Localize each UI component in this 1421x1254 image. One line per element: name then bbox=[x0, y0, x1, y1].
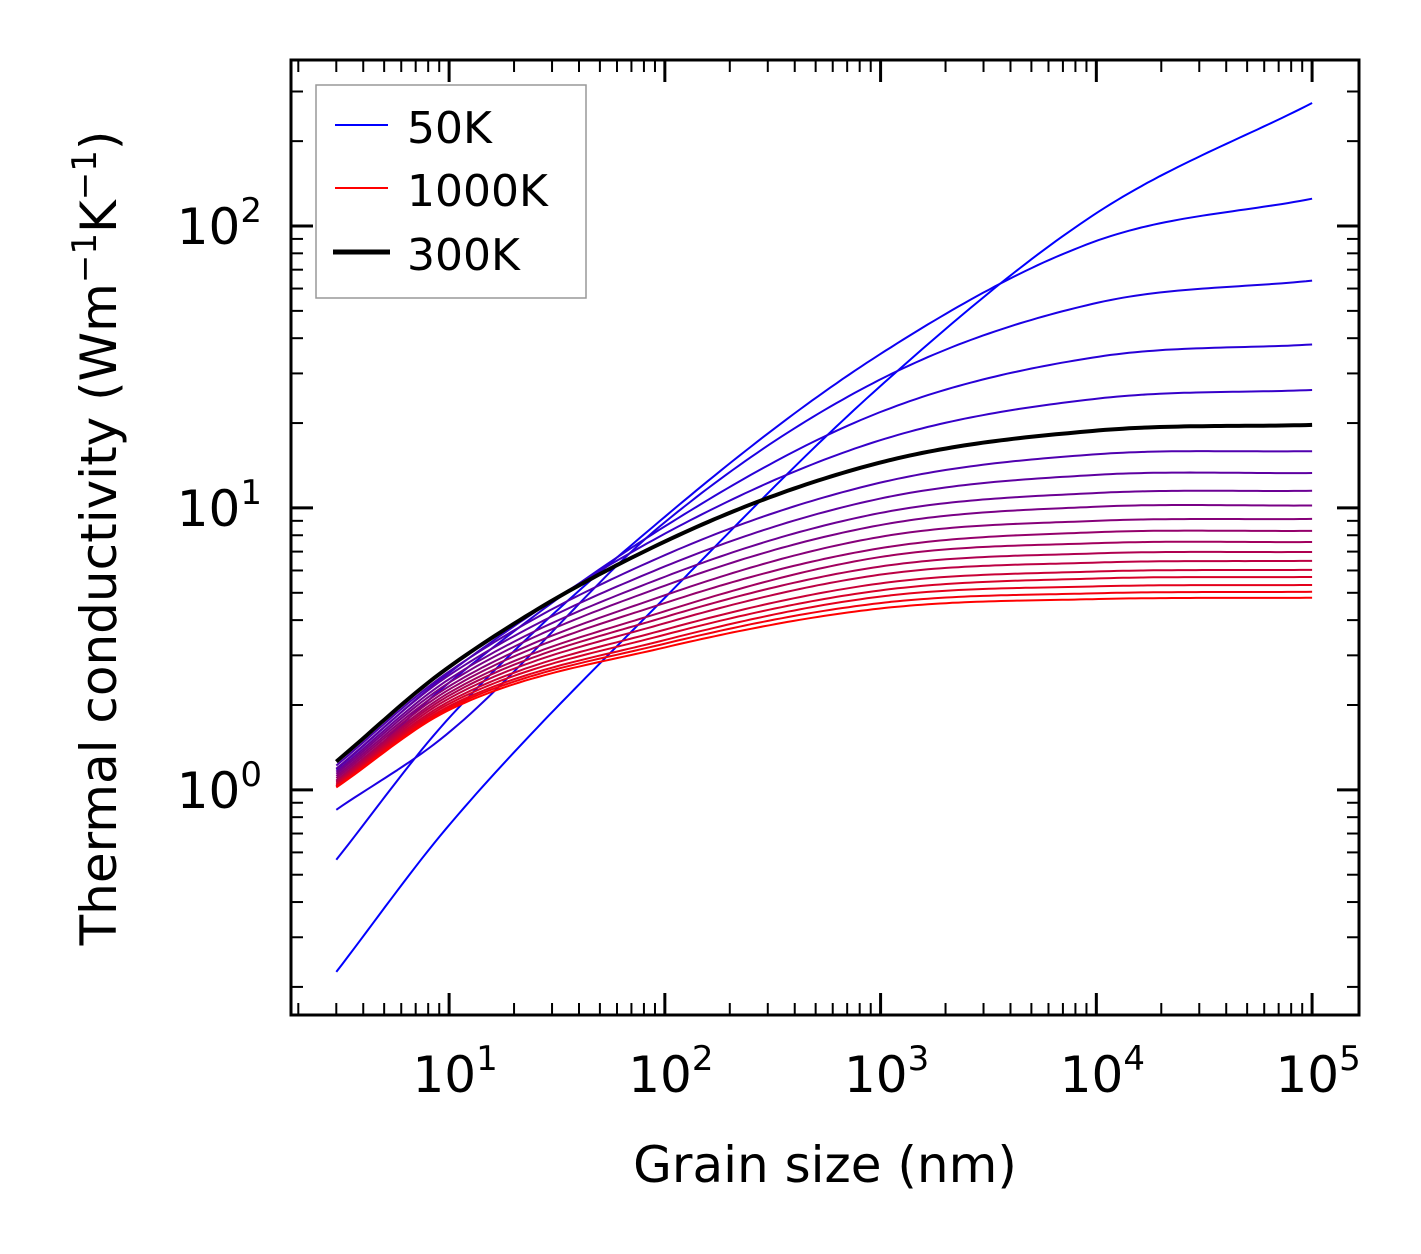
series-line-450k bbox=[335, 489, 1313, 773]
x-tick-label: 102 bbox=[628, 1039, 713, 1104]
y-axis-label-main: Thermal conductivity (Wm bbox=[70, 283, 128, 946]
series-line-500k bbox=[335, 504, 1313, 775]
x-axis-label: Grain size (nm) bbox=[633, 1136, 1017, 1194]
y-axis-label: Thermal conductivity (Wm−1K−1) bbox=[65, 131, 128, 947]
legend: 50K 1000K 300K bbox=[315, 84, 587, 299]
ticks-layer bbox=[291, 60, 1359, 1015]
series-line-600k bbox=[335, 529, 1313, 779]
y-axis-label-mid: K bbox=[70, 199, 128, 233]
series-line-350k bbox=[335, 450, 1313, 767]
x-tick-label: 101 bbox=[412, 1039, 497, 1104]
y-tick-label: 102 bbox=[177, 191, 262, 256]
series-line-250k bbox=[335, 389, 1313, 771]
series-line-1000k bbox=[335, 596, 1313, 789]
legend-label-50k: 50K bbox=[407, 103, 493, 154]
series-line-800k bbox=[335, 568, 1313, 785]
series-line-750k bbox=[335, 559, 1313, 784]
y-axis-label-end: ) bbox=[70, 131, 128, 151]
x-tick-labels: 101 102 103 104 105 bbox=[412, 1039, 1360, 1104]
legend-label-1000k: 1000K bbox=[407, 166, 549, 217]
series-line-550k bbox=[335, 517, 1313, 777]
series-line-700k bbox=[335, 550, 1313, 783]
legend-frame bbox=[315, 84, 587, 299]
series-layer bbox=[335, 102, 1313, 973]
y-tick-labels: 100 101 102 bbox=[177, 191, 262, 820]
legend-label-300k: 300K bbox=[407, 230, 521, 281]
series-line-900k bbox=[335, 584, 1313, 788]
series-line-50k bbox=[335, 102, 1313, 973]
series-line-300k bbox=[335, 422, 1313, 764]
series-line-650k bbox=[335, 540, 1313, 782]
series-line-850k bbox=[335, 576, 1313, 786]
y-axis-label-sup1: −1 bbox=[65, 233, 105, 283]
y-tick-label: 100 bbox=[177, 755, 262, 820]
y-axis-label-sup2: −1 bbox=[65, 150, 105, 200]
plot-frame bbox=[289, 58, 1361, 1017]
y-tick-label: 101 bbox=[177, 473, 262, 538]
x-tick-label: 105 bbox=[1275, 1039, 1360, 1104]
x-tick-label: 104 bbox=[1060, 1039, 1145, 1104]
series-line-950k bbox=[335, 590, 1313, 788]
series-line-400k bbox=[335, 471, 1313, 770]
series-line-100k bbox=[335, 197, 1313, 861]
series-line-200k bbox=[335, 343, 1313, 787]
x-tick-label: 103 bbox=[844, 1039, 929, 1104]
